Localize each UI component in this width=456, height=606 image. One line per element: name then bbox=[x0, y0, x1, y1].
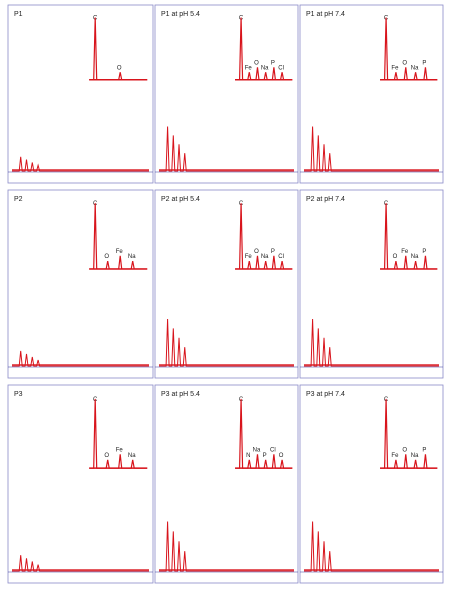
element-label: Cl bbox=[278, 65, 284, 71]
element-label: Fe bbox=[391, 65, 399, 71]
panel-frame bbox=[7, 189, 154, 379]
panel-title: P2 at pH 5.4 bbox=[161, 196, 200, 203]
spectrum-baseline bbox=[159, 569, 294, 571]
spectrum-baseline bbox=[304, 364, 439, 366]
element-label: Na bbox=[253, 447, 261, 453]
element-label: P bbox=[422, 249, 426, 255]
spectrum-baseline bbox=[12, 364, 149, 366]
element-label: Na bbox=[128, 254, 136, 260]
element-label: N bbox=[246, 453, 250, 459]
element-label: Na bbox=[411, 453, 419, 459]
spectrum-baseline bbox=[159, 169, 294, 171]
element-label: P bbox=[271, 249, 275, 255]
element-label: Fe bbox=[245, 254, 253, 260]
element-label: Fe bbox=[116, 447, 124, 453]
panel-frame bbox=[299, 189, 444, 379]
panel-title: P1 at pH 7.4 bbox=[306, 11, 345, 18]
panel-frame bbox=[299, 384, 444, 584]
spectrum-baseline bbox=[304, 169, 439, 171]
element-label: P bbox=[263, 453, 267, 459]
panel-title: P1 at pH 5.4 bbox=[161, 11, 200, 18]
element-label: P bbox=[422, 60, 426, 66]
inset-trace bbox=[380, 17, 438, 81]
panel-title: P2 at pH 7.4 bbox=[306, 196, 345, 203]
element-label: Na bbox=[411, 65, 419, 71]
panel-title: P3 at pH 7.4 bbox=[306, 391, 345, 398]
spectrum-baseline bbox=[159, 364, 294, 366]
panel-frame bbox=[154, 189, 299, 379]
element-label: Fe bbox=[245, 65, 253, 71]
inset-trace bbox=[380, 398, 438, 469]
spectrum-baseline bbox=[304, 569, 439, 571]
element-label: Na bbox=[411, 254, 419, 260]
element-label: Na bbox=[261, 65, 269, 71]
element-label: O bbox=[393, 254, 398, 260]
element-label: O bbox=[279, 453, 284, 459]
panel-frame bbox=[154, 4, 299, 184]
element-label: Fe bbox=[116, 249, 124, 255]
element-label: Fe bbox=[401, 249, 409, 255]
panel-frame bbox=[154, 384, 299, 584]
element-label: Cl bbox=[278, 254, 284, 260]
element-label: O bbox=[254, 60, 259, 66]
element-label: Na bbox=[261, 254, 269, 260]
panel-title: P3 bbox=[14, 391, 23, 398]
element-label: P bbox=[271, 60, 275, 66]
spectrum-baseline bbox=[12, 569, 149, 571]
inset-trace bbox=[380, 203, 438, 270]
element-label: O bbox=[104, 254, 109, 260]
panel-frame bbox=[7, 384, 154, 584]
panel-title: P2 bbox=[14, 196, 23, 203]
panel-frame bbox=[299, 4, 444, 184]
element-label: Fe bbox=[391, 453, 399, 459]
panel-title: P3 at pH 5.4 bbox=[161, 391, 200, 398]
spectrum-baseline bbox=[12, 169, 149, 171]
element-label: O bbox=[254, 249, 259, 255]
element-label: O bbox=[402, 447, 407, 453]
panel-frame bbox=[7, 4, 154, 184]
element-label: O bbox=[117, 65, 122, 71]
element-label: O bbox=[402, 60, 407, 66]
element-label: Cl bbox=[270, 447, 276, 453]
element-label: P bbox=[422, 447, 426, 453]
element-label: O bbox=[104, 453, 109, 459]
element-label: Na bbox=[128, 453, 136, 459]
panel-title: P1 bbox=[14, 11, 23, 18]
